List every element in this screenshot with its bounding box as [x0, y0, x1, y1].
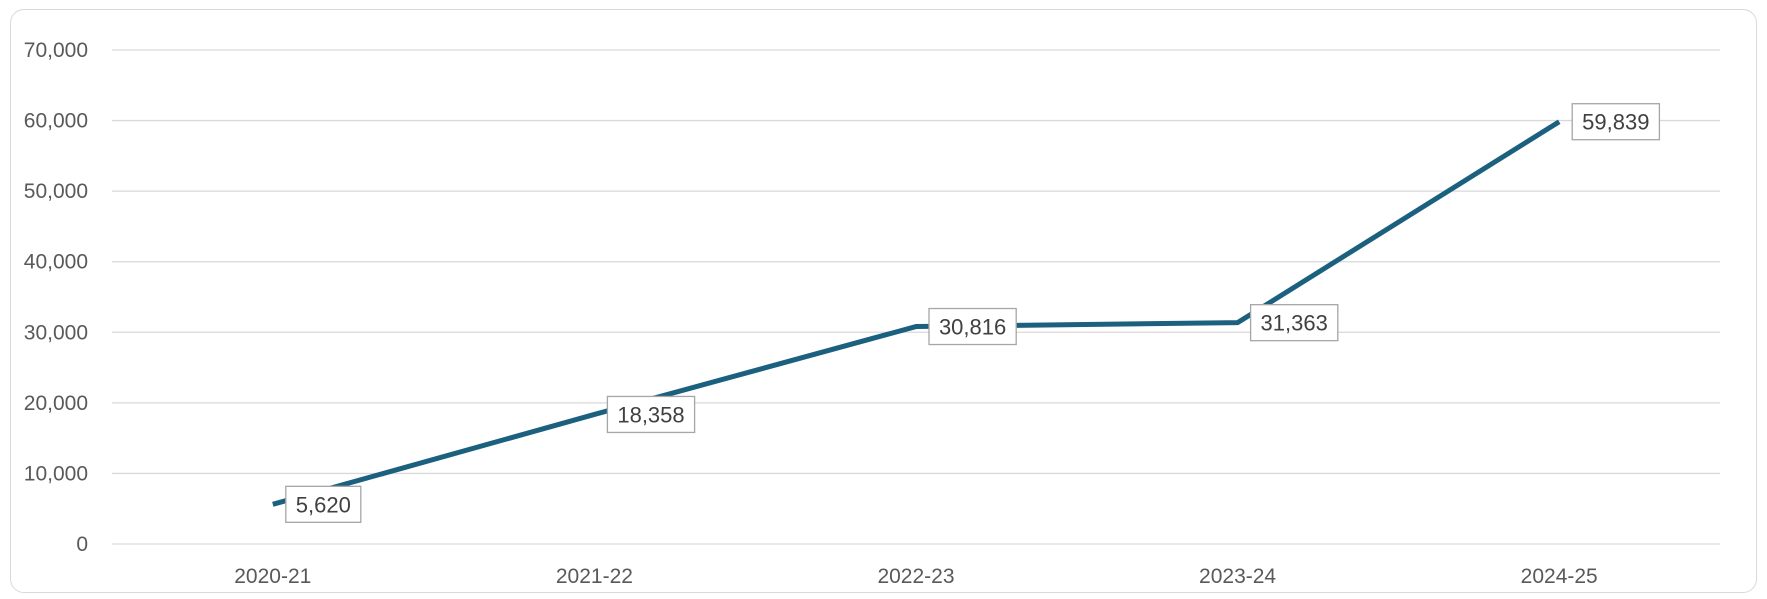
y-axis-ticks: 0 10,000 20,000 30,000 40,000 50,000 60,000 70,… [24, 39, 88, 556]
data-label-box [606, 395, 696, 434]
x-axis-ticks: 2020-21 2021-22 2022-23 2023-24 2024-25 [234, 565, 1597, 588]
data-label-text: 18,358 [617, 402, 684, 427]
data-label-text: 30,816 [939, 315, 1006, 340]
y-tick-label: 10,000 [24, 462, 88, 485]
data-label: 18,358 [606, 395, 696, 434]
y-tick-label: 0 [76, 533, 88, 556]
data-label-text: 5,620 [296, 492, 351, 517]
data-label-box [285, 485, 362, 523]
data-label-box [1249, 304, 1339, 342]
series-line [272, 119, 1561, 507]
x-tick-label: 2024-25 [1521, 565, 1598, 588]
y-tick-label: 40,000 [24, 251, 88, 274]
y-tick-label: 20,000 [24, 392, 88, 415]
data-label: 5,620 [285, 485, 362, 523]
x-tick-label: 2022-23 [877, 565, 954, 588]
data-labels: 5,620 18,358 30,816 31,363 59,839 [285, 103, 1661, 523]
data-label: 31,363 [1249, 304, 1339, 342]
series-group [272, 119, 1561, 507]
x-tick-label: 2023-24 [1199, 565, 1276, 588]
data-label-text: 59,839 [1582, 110, 1649, 135]
y-tick-label: 30,000 [24, 321, 88, 344]
data-label-text: 31,363 [1261, 311, 1328, 336]
y-tick-label: 60,000 [24, 110, 88, 133]
y-tick-label: 50,000 [24, 180, 88, 203]
x-tick-label: 2021-22 [556, 565, 633, 588]
data-label-box [1571, 103, 1661, 141]
y-tick-label: 70,000 [24, 39, 88, 62]
data-label: 59,839 [1571, 103, 1661, 141]
data-label: 30,816 [928, 307, 1017, 346]
x-tick-label: 2020-21 [234, 565, 311, 588]
gridlines [112, 49, 1720, 545]
data-label-box [928, 307, 1017, 346]
